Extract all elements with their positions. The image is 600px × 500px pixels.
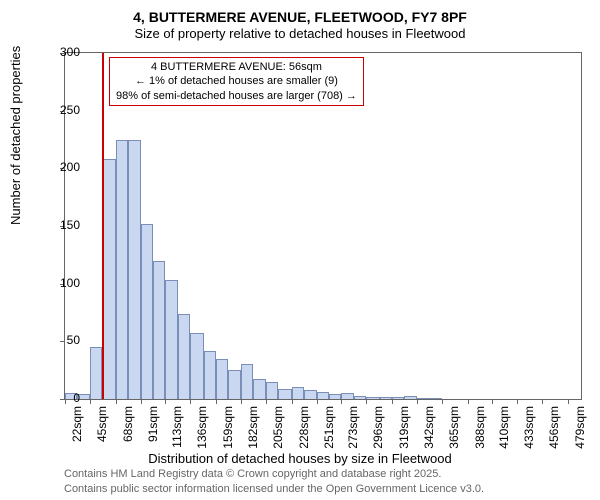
x-tick-mark (165, 399, 166, 404)
x-tick-mark (542, 399, 543, 404)
x-tick-mark (392, 399, 393, 404)
histogram-bar (278, 389, 291, 399)
x-tick-label: 91sqm (146, 406, 160, 454)
attribution-text: Contains HM Land Registry data © Crown c… (64, 467, 484, 496)
x-tick-mark (568, 399, 569, 404)
x-tick-label: 365sqm (447, 406, 461, 454)
histogram-bar (417, 398, 429, 399)
x-tick-label: 182sqm (246, 406, 260, 454)
x-tick-label: 479sqm (573, 406, 587, 454)
x-tick-label: 136sqm (195, 406, 209, 454)
histogram-bar (392, 397, 404, 399)
histogram-bar (141, 224, 153, 399)
info-box-line: ← 1% of detached houses are smaller (9) (116, 74, 357, 88)
histogram-bar (317, 392, 329, 399)
x-tick-label: 113sqm (170, 406, 184, 454)
histogram-bar (116, 140, 128, 400)
x-tick-mark (216, 399, 217, 404)
x-tick-mark (190, 399, 191, 404)
histogram-bar (178, 314, 190, 399)
x-tick-mark (417, 399, 418, 404)
y-tick-label: 0 (50, 391, 80, 405)
x-tick-label: 319sqm (397, 406, 411, 454)
y-axis-label: Number of detached properties (8, 46, 23, 225)
histogram-bar (190, 333, 203, 399)
histogram-bar (404, 396, 417, 399)
x-tick-mark (366, 399, 367, 404)
x-tick-mark (317, 399, 318, 404)
x-tick-mark (468, 399, 469, 404)
y-tick-label: 100 (50, 276, 80, 290)
y-tick-label: 250 (50, 103, 80, 117)
histogram-bar (153, 261, 165, 399)
x-tick-mark (116, 399, 117, 404)
y-tick-label: 200 (50, 160, 80, 174)
histogram-bar (228, 370, 241, 399)
histogram-bar (204, 351, 216, 399)
histogram-bar (216, 359, 228, 399)
histogram-bar (341, 393, 354, 399)
x-tick-label: 388sqm (473, 406, 487, 454)
info-box: 4 BUTTERMERE AVENUE: 56sqm← 1% of detach… (109, 57, 364, 106)
chart-title: 4, BUTTERMERE AVENUE, FLEETWOOD, FY7 8PF (0, 0, 600, 26)
x-tick-label: 410sqm (497, 406, 511, 454)
y-tick-label: 300 (50, 45, 80, 59)
x-tick-label: 205sqm (271, 406, 285, 454)
histogram-bar (304, 390, 317, 399)
x-tick-mark (341, 399, 342, 404)
histogram-bar (165, 280, 178, 399)
x-tick-label: 433sqm (522, 406, 536, 454)
chart-container: 4, BUTTERMERE AVENUE, FLEETWOOD, FY7 8PF… (0, 0, 600, 500)
x-tick-mark (90, 399, 91, 404)
x-tick-mark (492, 399, 493, 404)
info-box-line: 98% of semi-detached houses are larger (… (116, 89, 357, 103)
x-tick-label: 296sqm (371, 406, 385, 454)
attribution-line: Contains HM Land Registry data © Crown c… (64, 467, 484, 481)
x-tick-label: 273sqm (346, 406, 360, 454)
x-tick-label: 228sqm (297, 406, 311, 454)
y-tick-label: 150 (50, 218, 80, 232)
x-tick-mark (292, 399, 293, 404)
x-tick-label: 22sqm (70, 406, 84, 454)
histogram-bar (90, 347, 102, 399)
info-box-line: 4 BUTTERMERE AVENUE: 56sqm (116, 60, 357, 74)
x-tick-label: 342sqm (422, 406, 436, 454)
chart-subtitle: Size of property relative to detached ho… (0, 26, 600, 45)
x-tick-mark (517, 399, 518, 404)
y-tick-label: 50 (50, 333, 80, 347)
x-tick-label: 68sqm (121, 406, 135, 454)
histogram-bar (329, 394, 341, 399)
histogram-bar (266, 382, 278, 399)
histogram-bar (253, 379, 266, 399)
x-tick-label: 45sqm (95, 406, 109, 454)
histogram-bar (380, 397, 392, 399)
x-tick-mark (241, 399, 242, 404)
x-tick-mark (442, 399, 443, 404)
histogram-bar (292, 387, 304, 399)
x-tick-label: 251sqm (322, 406, 336, 454)
x-tick-label: 456sqm (547, 406, 561, 454)
histogram-bar (241, 364, 253, 399)
plot-area: 4 BUTTERMERE AVENUE: 56sqm← 1% of detach… (64, 52, 582, 400)
histogram-bar (354, 396, 366, 399)
histogram-bar (366, 397, 379, 399)
x-tick-label: 159sqm (221, 406, 235, 454)
histogram-bar (429, 398, 442, 399)
attribution-line: Contains public sector information licen… (64, 482, 484, 496)
x-tick-mark (141, 399, 142, 404)
marker-line (102, 53, 104, 399)
histogram-bar (128, 140, 141, 400)
x-tick-mark (266, 399, 267, 404)
